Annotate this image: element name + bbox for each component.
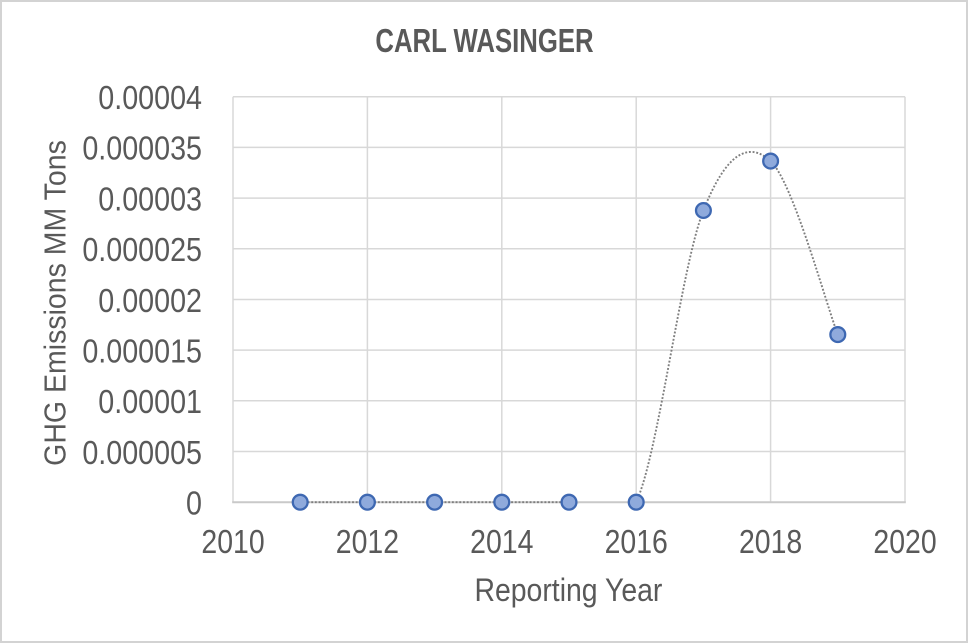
svg-text:0.000025: 0.000025 — [82, 231, 202, 268]
svg-text:0.000035: 0.000035 — [82, 130, 202, 167]
svg-text:0.00001: 0.00001 — [98, 383, 202, 420]
svg-text:CARL WASINGER: CARL WASINGER — [375, 23, 593, 60]
svg-text:Reporting Year: Reporting Year — [474, 574, 662, 609]
svg-text:2018: 2018 — [739, 523, 802, 560]
svg-text:0.00002: 0.00002 — [98, 282, 202, 319]
svg-text:0.00004: 0.00004 — [98, 79, 202, 116]
svg-text:2012: 2012 — [336, 523, 399, 560]
svg-text:2010: 2010 — [201, 523, 264, 560]
svg-text:0.00003: 0.00003 — [98, 181, 202, 218]
svg-text:2020: 2020 — [873, 523, 936, 560]
svg-text:2014: 2014 — [470, 523, 533, 560]
svg-text:GHG Emissions MM Tons: GHG Emissions MM Tons — [38, 140, 72, 466]
svg-text:0.000015: 0.000015 — [82, 333, 202, 370]
svg-text:2016: 2016 — [605, 523, 668, 560]
svg-text:0: 0 — [186, 485, 202, 522]
svg-text:0.000005: 0.000005 — [82, 434, 202, 471]
